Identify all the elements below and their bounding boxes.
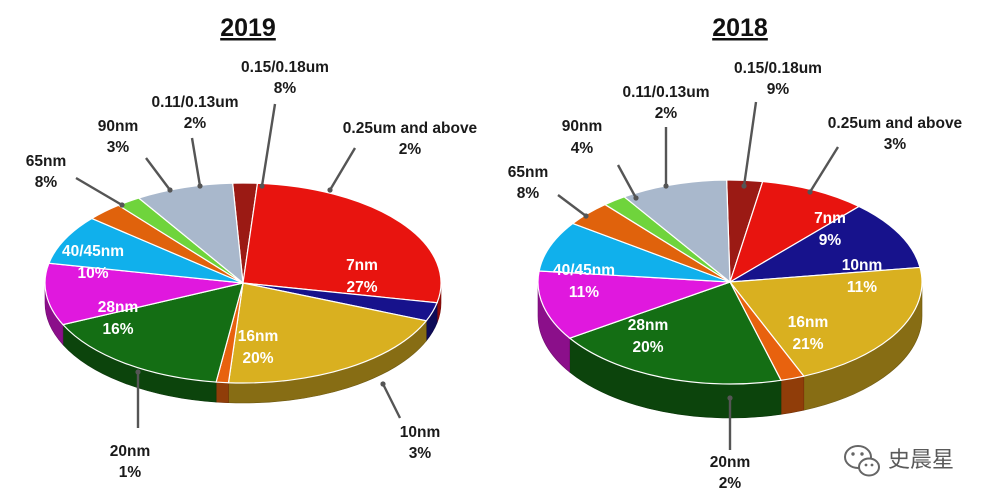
leader-dot-0-15-0-18um — [741, 183, 747, 189]
label-16nm: 16nm — [788, 314, 829, 331]
slice-labels: 0.25um and above3%7nm9%10nm11%16nm21%20n… — [508, 60, 963, 492]
leader-line-10nm — [381, 383, 402, 419]
slice-40-45nm — [44, 262, 244, 326]
value-28nm: 20% — [632, 339, 663, 356]
value-90nm: 3% — [107, 139, 130, 156]
value-28nm: 16% — [102, 321, 133, 338]
watermark: 史晨星 — [844, 445, 954, 477]
leader-line-90nm — [616, 164, 638, 199]
value-90nm: 4% — [571, 140, 594, 157]
label-40-45nm: 40/45nm — [553, 262, 615, 279]
label-90nm: 90nm — [562, 118, 603, 135]
leader-dot-90nm — [633, 195, 639, 201]
value-40-45nm: 11% — [569, 284, 599, 301]
pie-charts: 2019 0.25um and above 2% 7nm 27% 10nm 3% 16nm 20… — [26, 14, 963, 492]
label-28nm: 28nm — [98, 299, 139, 316]
label-7nm: 7nm — [346, 257, 378, 274]
slice-7nm — [242, 182, 442, 304]
side-20nm — [215, 381, 229, 404]
value-65nm: 8% — [35, 174, 58, 191]
leader-line-0-15-0-18um — [260, 103, 277, 187]
wechat-icon — [844, 445, 880, 477]
value-16nm: 20% — [242, 350, 273, 367]
leader-dot-65nm — [583, 213, 589, 219]
leader-dot-20nm — [727, 395, 733, 401]
value-16nm: 21% — [792, 336, 823, 353]
leader-dot-0-25um-and-above — [327, 187, 333, 193]
side-20nm — [780, 375, 805, 415]
leader-dot-65nm — [119, 202, 125, 208]
value-0-11-0-13um: 2% — [655, 105, 678, 122]
label-0-25um-and-above: 0.25um and above — [828, 115, 963, 132]
label-20nm: 20nm — [110, 443, 151, 460]
value-7nm: 27% — [346, 279, 377, 296]
pie-chart-2019: 2019 0.25um and above 2% 7nm 27% 10nm 3% 16nm 20… — [26, 14, 478, 481]
watermark-text: 史晨星 — [888, 448, 954, 473]
leader-line-0-11-0-13um — [190, 137, 202, 187]
value-40-45nm: 10% — [77, 265, 108, 282]
value-7nm: 9% — [819, 232, 842, 249]
value-20nm: 2% — [719, 475, 742, 492]
slice-40-45nm — [537, 270, 731, 339]
slice-65nm — [48, 217, 244, 284]
pie-slices — [44, 182, 442, 384]
slice-10nm — [729, 205, 921, 283]
label-0-11-0-13um: 0.11/0.13um — [151, 94, 238, 111]
label-0-11-0-13um: 0.11/0.13um — [622, 84, 709, 101]
leader-dot-90nm — [167, 187, 173, 193]
leader-line-0-25um-and-above — [808, 146, 840, 193]
label-10nm: 10nm — [842, 257, 883, 274]
leader-dot-0-11-0-13um — [663, 183, 669, 189]
slice-16nm — [728, 266, 923, 377]
leader-line-65nm — [557, 194, 587, 217]
value-10nm: 3% — [409, 445, 432, 462]
label-65nm: 65nm — [26, 153, 67, 170]
label-40-45nm: 40/45nm — [62, 243, 124, 260]
value-0-15-0-18um: 8% — [274, 80, 297, 97]
value-0-15-0-18um: 9% — [767, 81, 790, 98]
value-0-11-0-13um: 2% — [184, 115, 207, 132]
label-90nm: 90nm — [98, 118, 139, 135]
value-0-25um-and-above: 2% — [399, 141, 422, 158]
chart-title: 2018 — [712, 14, 768, 42]
leader-line-0-15-0-18um — [742, 101, 758, 187]
slice-labels: 0.25um and above 2% 7nm 27% 10nm 3% 16nm 20% 20n… — [26, 59, 478, 481]
slice-0-15-0-18um — [137, 182, 244, 285]
leader-dot-20nm — [135, 369, 141, 375]
leader-dot-10nm — [380, 381, 386, 387]
chart-title: 2019 — [220, 14, 276, 42]
value-10nm: 11% — [847, 279, 877, 296]
leader-dot-0-15-0-18um — [259, 183, 265, 189]
label-16nm: 16nm — [238, 328, 279, 345]
slice-0-15-0-18um — [623, 179, 731, 284]
leader-line-90nm — [145, 157, 171, 191]
leader-line-0-25um-and-above — [328, 147, 357, 191]
label-0-25um-and-above: 0.25um and above — [343, 120, 478, 137]
slice-28nm — [568, 281, 782, 385]
slice-65nm — [538, 222, 731, 283]
value-20nm: 1% — [119, 464, 142, 481]
pie-slices — [537, 179, 923, 385]
leader-dot-0-11-0-13um — [197, 183, 203, 189]
label-28nm: 28nm — [628, 317, 669, 334]
label-10nm: 10nm — [400, 424, 441, 441]
label-7nm: 7nm — [814, 210, 846, 227]
value-0-25um-and-above: 3% — [884, 136, 907, 153]
slice-28nm — [61, 282, 244, 383]
label-65nm: 65nm — [508, 164, 549, 181]
leader-line-65nm — [75, 176, 123, 207]
label-20nm: 20nm — [710, 454, 751, 471]
slice-16nm — [227, 282, 428, 384]
label-0-15-0-18um: 0.15/0.18um — [241, 59, 329, 76]
leader-dot-0-25um-and-above — [807, 189, 813, 195]
label-0-15-0-18um: 0.15/0.18um — [734, 60, 822, 77]
slice-7nm — [728, 180, 861, 284]
value-65nm: 8% — [517, 185, 540, 202]
